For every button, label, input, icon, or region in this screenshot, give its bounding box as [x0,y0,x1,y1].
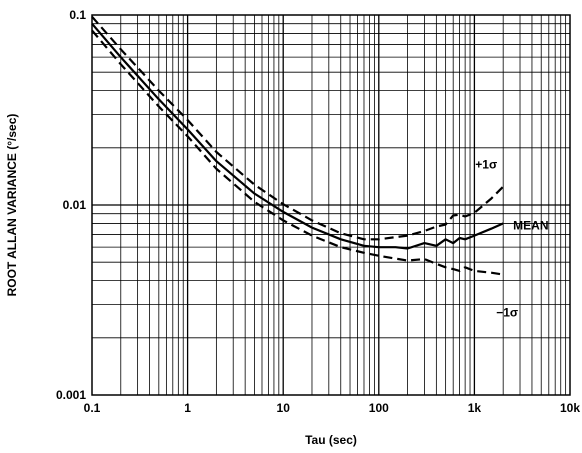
series-label-2: −1σ [496,306,518,320]
series-line-1 [91,15,504,241]
series-label-1: +1σ [475,158,497,172]
x-tick-label: 100 [369,401,389,415]
y-tick-label: 0.001 [56,388,86,402]
series-labels: MEAN +1σ −1σ [475,158,548,320]
series-line-2 [91,29,504,276]
x-tick-label: 10 [277,401,291,415]
x-tick-label: 1 [184,401,191,415]
x-axis-label: Tau (sec) [305,433,357,447]
series-label-0: MEAN [513,218,548,232]
grid [92,15,570,395]
x-tick-label: 10k [560,401,580,415]
y-axis-label: ROOT ALLAN VARIANCE (°/sec) [5,114,19,297]
x-tick-label: 1k [468,401,482,415]
plot-frame [91,14,571,396]
x-tick-label: 0.1 [84,401,101,415]
y-tick-label: 0.1 [69,8,86,22]
x-tick-labels: 0.1 1 10 100 1k 10k [84,401,581,415]
series-line-0 [91,22,504,250]
y-tick-label: 0.01 [63,198,87,212]
series-group [91,15,504,276]
y-tick-labels: 0.001 0.01 0.1 [56,8,86,402]
